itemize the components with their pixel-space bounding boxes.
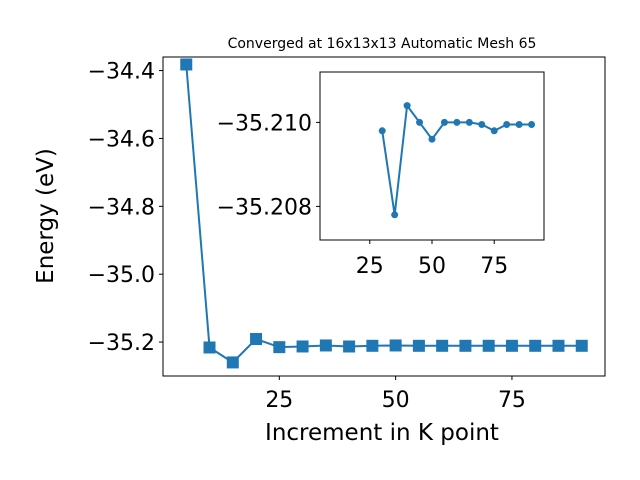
main-x-tick-label: 25 [265,388,293,413]
main-y-tick-label: −34.8 [88,195,155,220]
main-data-point [389,339,402,352]
inset-data-point [378,127,386,135]
inset-y-tick-label: −35.208 [217,195,312,220]
inset-data-point [416,118,424,126]
inset-data-point [440,118,448,126]
inset-x-tick-label: 50 [418,254,446,279]
main-data-point [203,341,216,354]
y-axis-label: Energy (eV) [33,148,59,284]
inset-data-point [403,102,411,110]
inset-x-tick-label: 25 [356,254,384,279]
main-data-point [412,339,425,352]
inset-data-point [528,121,536,128]
inset-data-point [391,211,399,219]
inset-data-point [465,118,473,126]
main-y-tick-label: −34.4 [88,60,155,85]
inset-data-point [478,121,486,128]
inset-plot-area [319,71,545,241]
main-data-point [575,339,588,352]
main-data-point [226,356,239,369]
inset-data-point [428,135,436,143]
main-data-point [273,341,286,354]
main-data-point [319,339,332,352]
chart-title: Converged at 16x13x13 Automatic Mesh 65 [228,36,537,52]
main-y-tick-label: −35.0 [88,263,155,288]
inset-data-point [515,121,523,128]
main-data-point [482,339,495,352]
inset-x-tick-label: 75 [480,254,508,279]
main-data-point [296,340,309,353]
main-data-point [436,339,449,352]
main-y-tick-label: −35.2 [88,331,155,356]
main-x-tick-label: 50 [382,388,410,413]
main-data-point [343,340,356,353]
main-data-point [529,339,542,352]
main-y-tick-label: −34.6 [88,127,155,152]
inset-data-point [503,121,511,128]
inset-data-point [490,127,498,135]
main-data-point [505,339,518,352]
main-data-point [180,58,193,71]
inset-data-point [453,118,461,126]
inset-y-tick-label: −35.210 [217,111,312,136]
main-data-point [552,339,565,352]
main-x-tick-label: 75 [498,388,526,413]
main-data-point [459,339,472,352]
main-data-point [366,339,379,352]
x-axis-label: Increment in K point [265,420,499,446]
main-data-point [250,333,263,346]
